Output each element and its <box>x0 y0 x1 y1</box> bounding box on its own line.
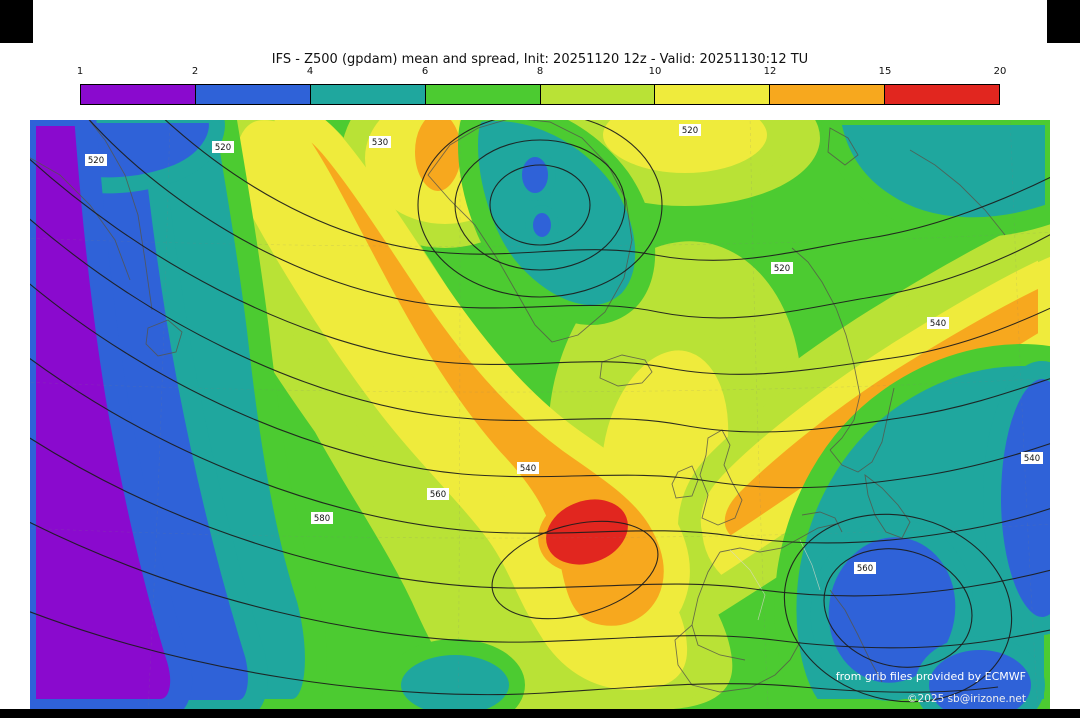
coast-svalbard <box>827 127 859 166</box>
coast-norway <box>791 247 861 451</box>
contour-line <box>30 158 1050 375</box>
colorbar-tick-label: 20 <box>993 66 1007 77</box>
contour-label-box <box>927 317 949 329</box>
fill-blue-dot-greenland-2 <box>525 205 559 245</box>
contour-closed-greenland-low <box>454 139 626 271</box>
graticule-line <box>30 231 1050 247</box>
contour-label-box <box>1021 452 1043 464</box>
contour-label-box <box>771 262 793 274</box>
contour-line <box>30 218 1050 433</box>
colorbar-tick-label: 15 <box>878 66 892 77</box>
chart-title: IFS - Z500 (gpdam) mean and spread, Init… <box>271 52 809 67</box>
contour-label: 560 <box>857 564 873 574</box>
contour-closed-trough-center <box>491 520 659 620</box>
coast-sweden-baltic <box>829 387 911 539</box>
contour-label-box <box>369 136 391 148</box>
contour-line <box>88 120 1050 319</box>
contour-label: 520 <box>774 264 790 274</box>
country-borders <box>729 539 821 621</box>
contour-label-box <box>427 488 449 500</box>
contour-label: 540 <box>930 319 946 329</box>
colorbar-cell <box>655 85 771 104</box>
spread-fill-regions <box>30 120 1050 710</box>
map-svg: 520 520 530 520 520 540 540 560 580 560 540 from g… <box>30 120 1050 710</box>
colorbar-tick-label: 12 <box>763 66 777 77</box>
contour-label: 580 <box>314 514 330 524</box>
contour-label: 520 <box>215 143 231 153</box>
colorbar-tick-label: 1 <box>76 66 84 77</box>
colorbar-cell <box>540 85 656 104</box>
colorbar-cell <box>310 85 426 104</box>
graticule-line <box>30 377 1050 393</box>
contour-line <box>164 120 1050 261</box>
contour-label: 560 <box>430 490 446 500</box>
colorbar-tick-label: 6 <box>421 66 429 77</box>
fill-purple-left-band <box>30 120 193 710</box>
contour-line <box>30 283 1050 489</box>
contour-label-box <box>854 562 876 574</box>
contour-label-box <box>311 512 333 524</box>
graticule-line <box>30 523 1050 539</box>
colorbar-cell <box>770 85 886 104</box>
contour-line <box>30 521 1050 649</box>
contour-label: 540 <box>520 464 536 474</box>
credit-ecmwf: from grib files provided by ECMWF <box>836 670 1026 683</box>
colorbar-tick-label: 4 <box>306 66 314 77</box>
contour-labels: 520 520 530 520 520 540 540 560 580 560 540 <box>85 124 1043 574</box>
contour-closed-greenland-low <box>417 120 663 298</box>
contour-label: 530 <box>372 138 388 148</box>
fill-blue-bottom-right <box>915 636 1045 710</box>
contour-closed-right-low <box>783 513 1013 703</box>
colorbar-tick-label: 8 <box>536 66 544 77</box>
colorbar-tick-label: 10 <box>648 66 662 77</box>
coast-newfoundland <box>145 319 183 357</box>
contour-label-box <box>85 154 107 166</box>
coast-novaya-zemlya <box>909 149 1006 236</box>
fill-blue-right-edge <box>983 361 1050 635</box>
fill-teal-top-right <box>820 120 1050 238</box>
top-left-black-corner <box>0 0 33 43</box>
colorbar-ticks: 1 2 4 6 8 10 12 15 20 <box>76 66 1007 80</box>
contour-closed-greenland-low <box>489 164 591 246</box>
colorbar-cell <box>81 85 196 104</box>
graticule-line <box>457 120 461 710</box>
contour-closed-right-low <box>823 548 973 668</box>
contour-label-box <box>212 141 234 153</box>
coast-iceland <box>599 354 653 387</box>
contour-line <box>30 437 1050 597</box>
colorbar-cell <box>195 85 311 104</box>
colorbar-cell <box>885 85 999 104</box>
fill-teal-bottom-blob <box>385 639 525 710</box>
coast-great-britain <box>699 429 743 526</box>
contour-label: 520 <box>88 156 104 166</box>
z500-contours <box>30 120 1050 703</box>
contour-label-box <box>679 124 701 136</box>
colorbar-tick-label: 2 <box>191 66 199 77</box>
coast-greenland <box>427 120 633 343</box>
contour-label: 540 <box>1024 454 1040 464</box>
graticule-line <box>147 120 171 710</box>
graticule-line <box>749 120 769 710</box>
coast-ireland <box>671 465 699 499</box>
colorbar <box>80 84 1000 105</box>
contour-line <box>30 357 1050 544</box>
contour-label: 520 <box>682 126 698 136</box>
coast-labrador <box>30 120 153 311</box>
coast-iberia <box>674 624 801 693</box>
contour-label-box <box>517 462 539 474</box>
map: 520 520 530 520 520 540 540 560 580 560 540 from g… <box>30 120 1050 710</box>
graticule-line <box>1009 120 1039 710</box>
contour-line <box>30 611 999 696</box>
coastlines <box>30 120 1006 693</box>
coast-mediterranean <box>829 589 883 683</box>
bottom-black-bar <box>0 709 1080 718</box>
top-right-black-corner <box>1047 0 1080 43</box>
fill-blue-dot-greenland-1 <box>514 149 556 201</box>
credit-copyright: ©2025 sb@irizone.net <box>907 693 1026 705</box>
colorbar-cell <box>425 85 541 104</box>
fill-yellow-top-right <box>583 120 787 193</box>
graticule <box>30 120 1050 710</box>
